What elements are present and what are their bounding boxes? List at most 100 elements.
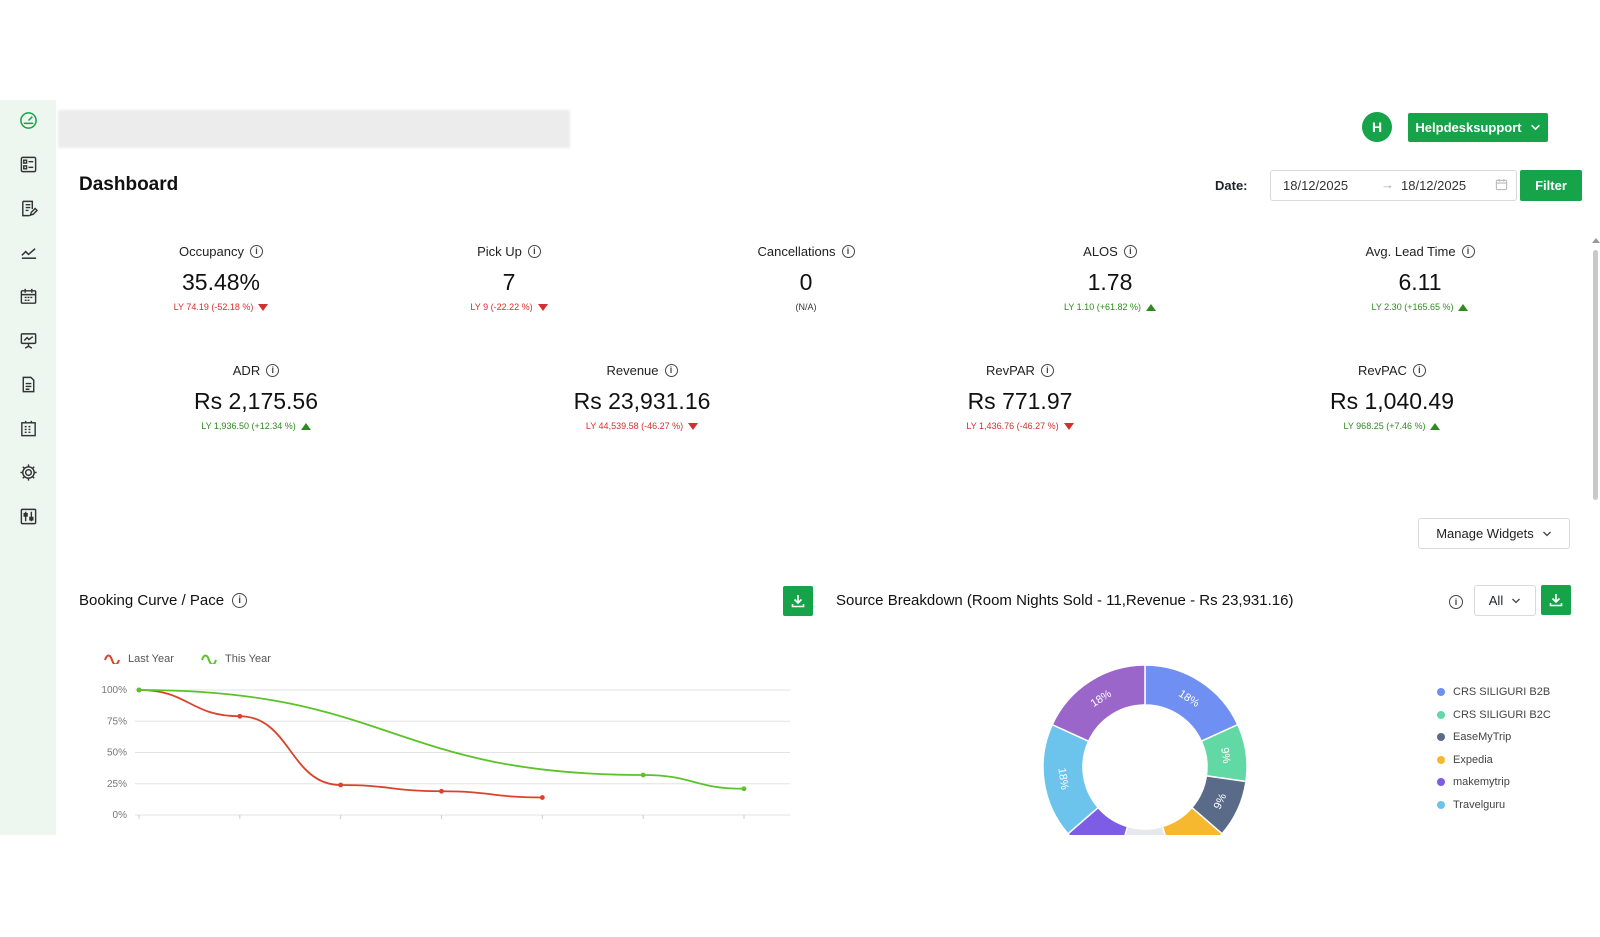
kpi-avg-lead-time: Avg. Lead Time i 6.11 LY 2.30 (+165.65 %) xyxy=(1305,243,1535,315)
date-to-field[interactable]: 18/12/2025 xyxy=(1401,178,1467,193)
kpi-comparison: LY 9 (-22.22 %) xyxy=(470,302,548,312)
page-scrollbar[interactable] xyxy=(1590,238,1600,835)
kpi-label: Avg. Lead Time xyxy=(1365,244,1456,259)
info-icon[interactable]: i xyxy=(841,245,855,258)
legend-dot-icon xyxy=(1437,800,1445,809)
data-point[interactable] xyxy=(640,772,646,778)
kpi-comparison: LY 1.10 (+61.82 %) xyxy=(1064,302,1156,312)
kpi-comparison-text: LY 1.10 (+61.82 %) xyxy=(1064,302,1141,312)
sliders-icon xyxy=(20,508,36,524)
legend-item[interactable]: makemytrip xyxy=(1437,771,1551,794)
manage-widgets-button[interactable]: Manage Widgets xyxy=(1418,518,1570,549)
legend-label: Expedia xyxy=(1453,753,1493,766)
kpi-value: Rs 23,931.16 xyxy=(573,388,711,414)
sidebar-item-adjustments[interactable] xyxy=(14,502,42,530)
legend-dot-icon xyxy=(1437,778,1445,787)
filter-button[interactable]: Filter xyxy=(1520,170,1582,201)
info-icon[interactable]: i xyxy=(527,245,541,258)
legend-label: Travelguru xyxy=(1453,798,1506,811)
legend-label: makemytrip xyxy=(1453,776,1510,789)
sidebar-item-calendar[interactable] xyxy=(14,282,42,310)
series-line-this-year xyxy=(138,689,745,790)
kpi-value: Rs 1,040.49 xyxy=(1329,388,1455,414)
data-point[interactable] xyxy=(439,788,444,794)
dashboard-gauge-icon xyxy=(19,111,37,129)
legend-item[interactable]: EaseMyTrip xyxy=(1437,726,1551,749)
sidebar-item-list[interactable] xyxy=(14,150,42,178)
user-name-label: Helpdesksupport xyxy=(1415,120,1522,135)
trend-up-icon xyxy=(1145,303,1156,311)
sidebar-item-documents[interactable] xyxy=(14,370,42,398)
legend-last-year[interactable]: Last Year xyxy=(104,653,174,665)
kpi-comparison: LY 44,539.58 (-46.27 %) xyxy=(585,421,699,431)
legend-label: EaseMyTrip xyxy=(1453,731,1512,744)
source-filter-select[interactable]: All xyxy=(1474,585,1536,616)
pie-slice[interactable] xyxy=(1161,806,1224,835)
scroll-up-arrow-icon[interactable] xyxy=(1592,238,1600,243)
legend-this-year[interactable]: This Year xyxy=(201,653,271,665)
kpi-occupancy: Occupancy i 35.48% LY 74.19 (-52.18 %) xyxy=(106,243,336,315)
chevron-down-icon xyxy=(1512,598,1521,603)
info-icon[interactable]: i xyxy=(232,593,248,608)
presentation-chart-icon xyxy=(20,332,36,349)
y-tick-label: 75% xyxy=(107,716,127,727)
chevron-down-icon xyxy=(1530,124,1540,131)
kpi-value: 7 xyxy=(502,269,516,295)
info-icon[interactable]: i xyxy=(250,245,264,258)
info-icon[interactable]: i xyxy=(1461,245,1475,258)
calendar-icon xyxy=(20,288,36,304)
kpi-label: Occupancy xyxy=(178,244,245,259)
data-point[interactable] xyxy=(338,782,344,788)
user-menu-button[interactable]: Helpdesksupport xyxy=(1408,113,1548,142)
data-point[interactable] xyxy=(237,713,243,719)
data-point[interactable] xyxy=(136,687,142,693)
sidebar-item-property[interactable] xyxy=(14,414,42,442)
y-tick-label: 0% xyxy=(113,810,128,821)
kpi-value: Rs 771.97 xyxy=(967,388,1073,414)
booking-curve-title-text: Booking Curve / Pace xyxy=(79,592,225,609)
report-edit-icon xyxy=(21,200,38,216)
info-icon[interactable]: i xyxy=(664,364,678,377)
kpi-revpar: RevPAR i Rs 771.97 LY 1,436.76 (-46.27 %) xyxy=(905,362,1135,434)
info-icon[interactable]: i xyxy=(1449,595,1463,609)
page-title: Dashboard xyxy=(79,174,179,195)
date-from-field[interactable]: 18/12/2025 xyxy=(1283,178,1349,193)
info-icon[interactable]: i xyxy=(1412,364,1426,377)
legend-this-year-label: This Year xyxy=(225,653,271,665)
kpi-comparison-text: LY 44,539.58 (-46.27 %) xyxy=(585,421,684,431)
data-point[interactable] xyxy=(539,795,545,800)
pie-slice[interactable] xyxy=(1116,825,1173,835)
kpi-label: Revenue xyxy=(606,363,659,378)
pie-slice[interactable] xyxy=(1051,664,1146,743)
source-breakdown-download-button[interactable] xyxy=(1541,585,1571,615)
legend-item[interactable]: Expedia xyxy=(1437,749,1551,772)
source-breakdown-donut: 18%9%9%18%18% xyxy=(1042,664,1248,835)
kpi-value: 6.11 xyxy=(1398,269,1442,295)
sidebar-item-reports-edit[interactable] xyxy=(14,194,42,222)
info-icon[interactable]: i xyxy=(1123,245,1137,258)
sidebar-item-settings[interactable] xyxy=(14,458,42,486)
calendar-icon xyxy=(1495,178,1508,191)
sidebar-item-dashboard[interactable] xyxy=(14,106,42,134)
kpi-cancellations: Cancellations i 0 (N/A) xyxy=(691,243,921,315)
y-tick-label: 100% xyxy=(101,685,127,696)
sidebar-item-presentation[interactable] xyxy=(14,326,42,354)
data-point[interactable] xyxy=(741,786,747,792)
date-range-picker[interactable]: 18/12/2025 → 18/12/2025 xyxy=(1270,170,1517,201)
legend-dot-icon xyxy=(1437,710,1445,719)
wave-legend-icon xyxy=(201,654,217,664)
legend-item[interactable]: Travelguru xyxy=(1437,794,1551,817)
legend-last-year-label: Last Year xyxy=(128,653,174,665)
info-icon[interactable]: i xyxy=(266,364,280,377)
info-icon[interactable]: i xyxy=(1040,364,1054,377)
legend-item[interactable]: CRS SILIGURI B2C xyxy=(1437,704,1551,727)
slice-label: 18% xyxy=(1055,767,1070,791)
sidebar-item-trends[interactable] xyxy=(14,238,42,266)
y-tick-label: 25% xyxy=(107,779,127,790)
trend-down-icon xyxy=(688,422,699,430)
avatar[interactable]: H xyxy=(1362,112,1392,142)
source-filter-value: All xyxy=(1488,593,1504,608)
scrollbar-thumb[interactable] xyxy=(1593,250,1598,500)
booking-curve-download-button[interactable] xyxy=(783,586,813,616)
legend-item[interactable]: CRS SILIGURI B2B xyxy=(1437,681,1551,704)
